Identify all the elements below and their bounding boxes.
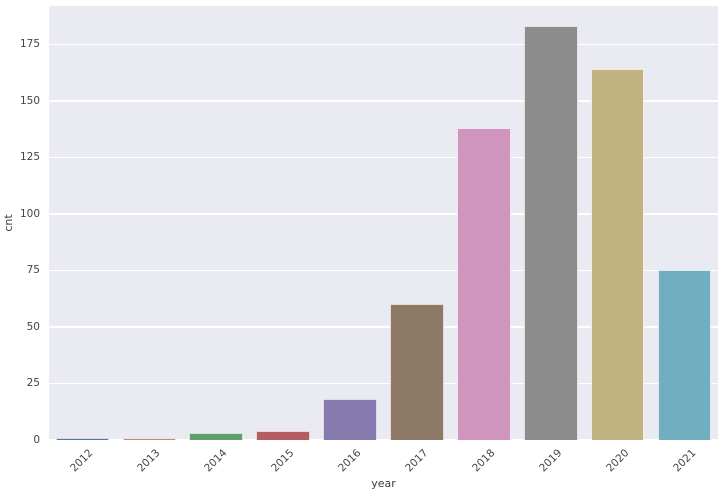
bar-2013: [122, 437, 177, 440]
y-tick-label-0: 0: [33, 434, 40, 446]
gridline-100: [49, 213, 718, 215]
bar-2012: [55, 437, 110, 440]
bar-2014: [189, 433, 243, 440]
gridline-150: [49, 100, 718, 102]
y-tick-label-25: 25: [26, 377, 40, 390]
bar-2020: [590, 69, 645, 440]
y-tick-label-150: 150: [19, 94, 40, 107]
gridline-25: [49, 382, 718, 385]
gridline-75: [49, 269, 718, 272]
bar-2018: [457, 128, 511, 440]
gridline-0: [49, 439, 718, 441]
gridline-125: [49, 156, 718, 159]
gridline-175: [49, 43, 718, 46]
bar-2016: [323, 399, 377, 440]
y-tick-label-175: 175: [19, 38, 40, 51]
plot-area: [49, 6, 718, 441]
gridline-50: [49, 326, 718, 328]
y-tick-label-125: 125: [19, 151, 40, 164]
x-axis-label: year: [371, 477, 396, 490]
bar-2017: [390, 304, 444, 440]
y-tick-label-75: 75: [26, 264, 40, 277]
bar-2015: [256, 430, 310, 440]
bar-2019: [523, 26, 578, 440]
y-tick-label-100: 100: [19, 207, 40, 220]
y-tick-label-50: 50: [26, 320, 40, 333]
bar-2021: [657, 270, 712, 440]
